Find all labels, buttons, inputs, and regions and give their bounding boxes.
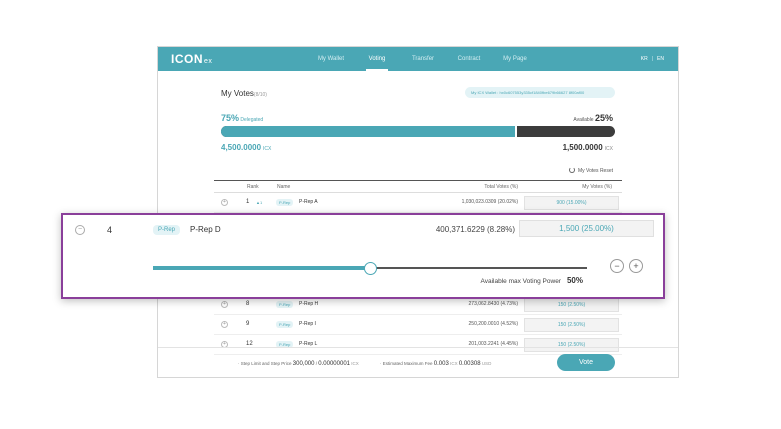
row-my-votes[interactable]: 900 (15.00%)	[524, 196, 619, 210]
increase-button[interactable]: +	[629, 259, 643, 273]
available-amount-value: 1,500.0000	[562, 143, 603, 152]
rank-change: ▲1	[256, 200, 263, 205]
nav-my-page[interactable]: My Page	[503, 56, 527, 62]
row-total: 273,062.8430 (4.73%)	[468, 301, 518, 307]
top-header: ICONex My Wallet Voting Transfer Contrac…	[158, 47, 678, 71]
reset-button[interactable]: My Votes Reset	[568, 167, 613, 174]
step-label: · Step Limit and Step Price	[238, 361, 292, 366]
step-separator: /	[315, 361, 318, 366]
delegated-percent: 75%	[221, 113, 240, 123]
lang-kr[interactable]: KR	[640, 56, 648, 62]
header-total: Total Votes (%)	[484, 184, 518, 190]
logo-text: ICON	[171, 52, 203, 66]
delegated-unit: ICX	[263, 146, 272, 152]
expanded-row-panel: − 4 P-Rep P-Rep D 400,371.6229 (8.28%) 1…	[61, 213, 665, 299]
expand-icon[interactable]: +	[221, 301, 228, 308]
delegated-text: Delegated	[240, 117, 264, 123]
max-voting-power: Available max Voting Power 50%	[481, 276, 583, 285]
nav-voting[interactable]: Voting	[354, 47, 400, 71]
row-name[interactable]: P-Rep I	[299, 321, 316, 327]
row-rank: 8	[246, 301, 250, 307]
row-total: 201,003.2241 (4.45%)	[468, 341, 518, 347]
expanded-total: 400,371.6229 (8.28%)	[435, 225, 515, 234]
title-count: (8/10)	[253, 92, 267, 98]
logo-suffix: ex	[204, 58, 213, 65]
slider-thumb[interactable]	[364, 262, 377, 275]
voting-power-slider[interactable]	[153, 262, 587, 275]
main-nav: My Wallet Voting Transfer Contract My Pa…	[308, 47, 538, 71]
lang-en[interactable]: EN	[657, 56, 664, 62]
nav-my-wallet[interactable]: My Wallet	[317, 56, 345, 62]
row-rank: 9	[246, 321, 250, 327]
step-limit: 300,000	[292, 361, 315, 367]
page-title: My Votes(8/10)	[221, 89, 267, 98]
row-name[interactable]: P-Rep L	[299, 341, 318, 347]
row-my-votes[interactable]: 150 (2.50%)	[524, 298, 619, 312]
nav-transfer[interactable]: Transfer	[411, 56, 435, 62]
fee-label: · Estimated Maximum Fee	[380, 361, 433, 366]
fee-usd-unit: USD	[481, 361, 492, 366]
row-name[interactable]: P-Rep A	[299, 199, 318, 205]
delegation-bar	[221, 126, 615, 137]
fee-icx: 0.003	[433, 361, 449, 367]
expanded-my-votes-input[interactable]: 1,500 (25.00%)	[519, 220, 654, 237]
logo[interactable]: ICONex	[171, 52, 212, 66]
prep-tag: P-Rep	[276, 321, 294, 328]
row-total: 1,030,023.0309 (20.02%)	[461, 199, 518, 205]
table-row: + 12 P-Rep P-Rep L 201,003.2241 (4.45%) …	[214, 335, 622, 355]
header-my: My Votes (%)	[582, 184, 612, 190]
fee-icx-unit: ICX	[450, 361, 458, 366]
vote-button[interactable]: Vote	[557, 354, 615, 371]
step-price: 0.00000001	[318, 361, 350, 367]
available-text: Available	[573, 117, 594, 123]
decrease-button[interactable]: −	[610, 259, 624, 273]
table-row: + 1 ▲1 P-Rep P-Rep A 1,030,023.0309 (20.…	[214, 193, 622, 213]
footer-bar: · Step Limit and Step Price 300,000 / 0.…	[158, 347, 678, 377]
row-my-votes[interactable]: 150 (2.50%)	[524, 318, 619, 332]
header-rank[interactable]: Rank	[247, 184, 259, 190]
expanded-rank: 4	[107, 225, 113, 235]
expanded-prep-tag: P-Rep	[153, 225, 181, 235]
delegated-amount-value: 4,500.0000	[221, 143, 262, 152]
available-percent: 25%	[594, 113, 613, 123]
collapse-icon[interactable]: −	[75, 225, 85, 235]
table-header: Rank Name Total Votes (%) My Votes (%)	[214, 180, 622, 193]
row-name[interactable]: P-Rep H	[299, 301, 319, 307]
fee-info: · Estimated Maximum Fee 0.003 ICX 0.0030…	[380, 361, 491, 367]
wallet-badge: My ICX Wallet : hx0c607553y335cf1840fbe6…	[465, 87, 615, 98]
header-name: Name	[277, 184, 291, 190]
expand-icon[interactable]: +	[221, 199, 228, 206]
delegated-label: 75% Delegated	[221, 113, 263, 123]
step-unit: ICX	[351, 361, 359, 366]
max-voting-value: 50%	[566, 276, 583, 285]
row-total: 250,200.0010 (4.52%)	[468, 321, 518, 327]
reset-label: My Votes Reset	[577, 168, 613, 174]
row-rank: 12	[246, 341, 253, 347]
delegation-bar-fill	[221, 126, 517, 137]
delegated-amount: 4,500.0000 ICX	[221, 143, 271, 152]
language-switch: KR | EN	[640, 56, 664, 62]
step-info: · Step Limit and Step Price 300,000 / 0.…	[238, 361, 359, 367]
available-amount: 1,500.0000 ICX	[563, 143, 613, 152]
title-text: My Votes	[221, 89, 254, 98]
reset-icon	[568, 167, 575, 173]
available-label: Available 25%	[573, 113, 613, 123]
app-window: ICONex My Wallet Voting Transfer Contrac…	[157, 46, 679, 378]
row-rank: 1	[246, 199, 250, 205]
expanded-name[interactable]: P-Rep D	[190, 225, 221, 234]
nav-contract[interactable]: Contract	[457, 56, 481, 62]
table-row: + 9 P-Rep P-Rep I 250,200.0010 (4.52%) 1…	[214, 315, 622, 335]
prep-tag: P-Rep	[276, 199, 294, 206]
prep-tag: P-Rep	[276, 301, 294, 308]
slider-fill	[153, 266, 370, 270]
expand-icon[interactable]: +	[221, 321, 228, 328]
row-my-votes[interactable]: 150 (2.50%)	[524, 338, 619, 352]
fee-usd: 0.00308	[458, 361, 481, 367]
available-unit: ICX	[604, 146, 613, 152]
prep-tag: P-Rep	[276, 341, 294, 348]
max-voting-label: Available max Voting Power	[480, 278, 561, 285]
